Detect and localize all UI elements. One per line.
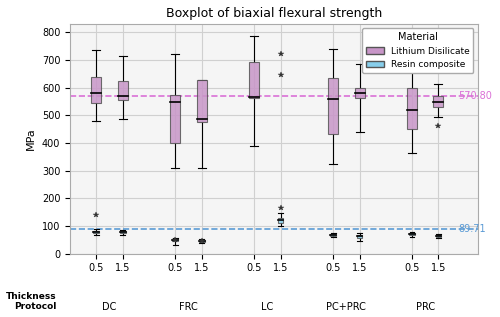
Text: 89.71: 89.71 — [458, 224, 486, 234]
Text: LC: LC — [262, 302, 274, 312]
Bar — [196, 80, 206, 122]
Bar — [118, 81, 128, 100]
Bar — [278, 218, 283, 223]
Bar — [410, 233, 415, 235]
Bar — [172, 239, 178, 242]
Bar — [120, 231, 126, 233]
Bar — [434, 96, 444, 107]
Title: Boxplot of biaxial flexural strength: Boxplot of biaxial flexural strength — [166, 7, 382, 20]
Text: DC: DC — [102, 302, 117, 312]
Y-axis label: MPa: MPa — [26, 127, 36, 150]
Bar — [198, 240, 204, 242]
Text: PC+PRC: PC+PRC — [326, 302, 366, 312]
Bar — [436, 235, 442, 237]
Bar — [250, 62, 260, 98]
Text: 570.80: 570.80 — [458, 91, 492, 100]
Bar — [94, 231, 100, 233]
Text: Thickness: Thickness — [6, 292, 57, 301]
Bar — [92, 77, 102, 103]
Text: Protocol: Protocol — [14, 302, 57, 311]
Bar — [330, 234, 336, 236]
Bar — [356, 235, 362, 238]
Bar — [328, 78, 338, 134]
Legend: Lithium Disilicate, Resin composite: Lithium Disilicate, Resin composite — [362, 29, 474, 73]
Bar — [170, 95, 180, 144]
Bar — [407, 88, 417, 128]
Text: PRC: PRC — [416, 302, 435, 312]
Text: FRC: FRC — [179, 302, 198, 312]
Bar — [354, 87, 364, 98]
